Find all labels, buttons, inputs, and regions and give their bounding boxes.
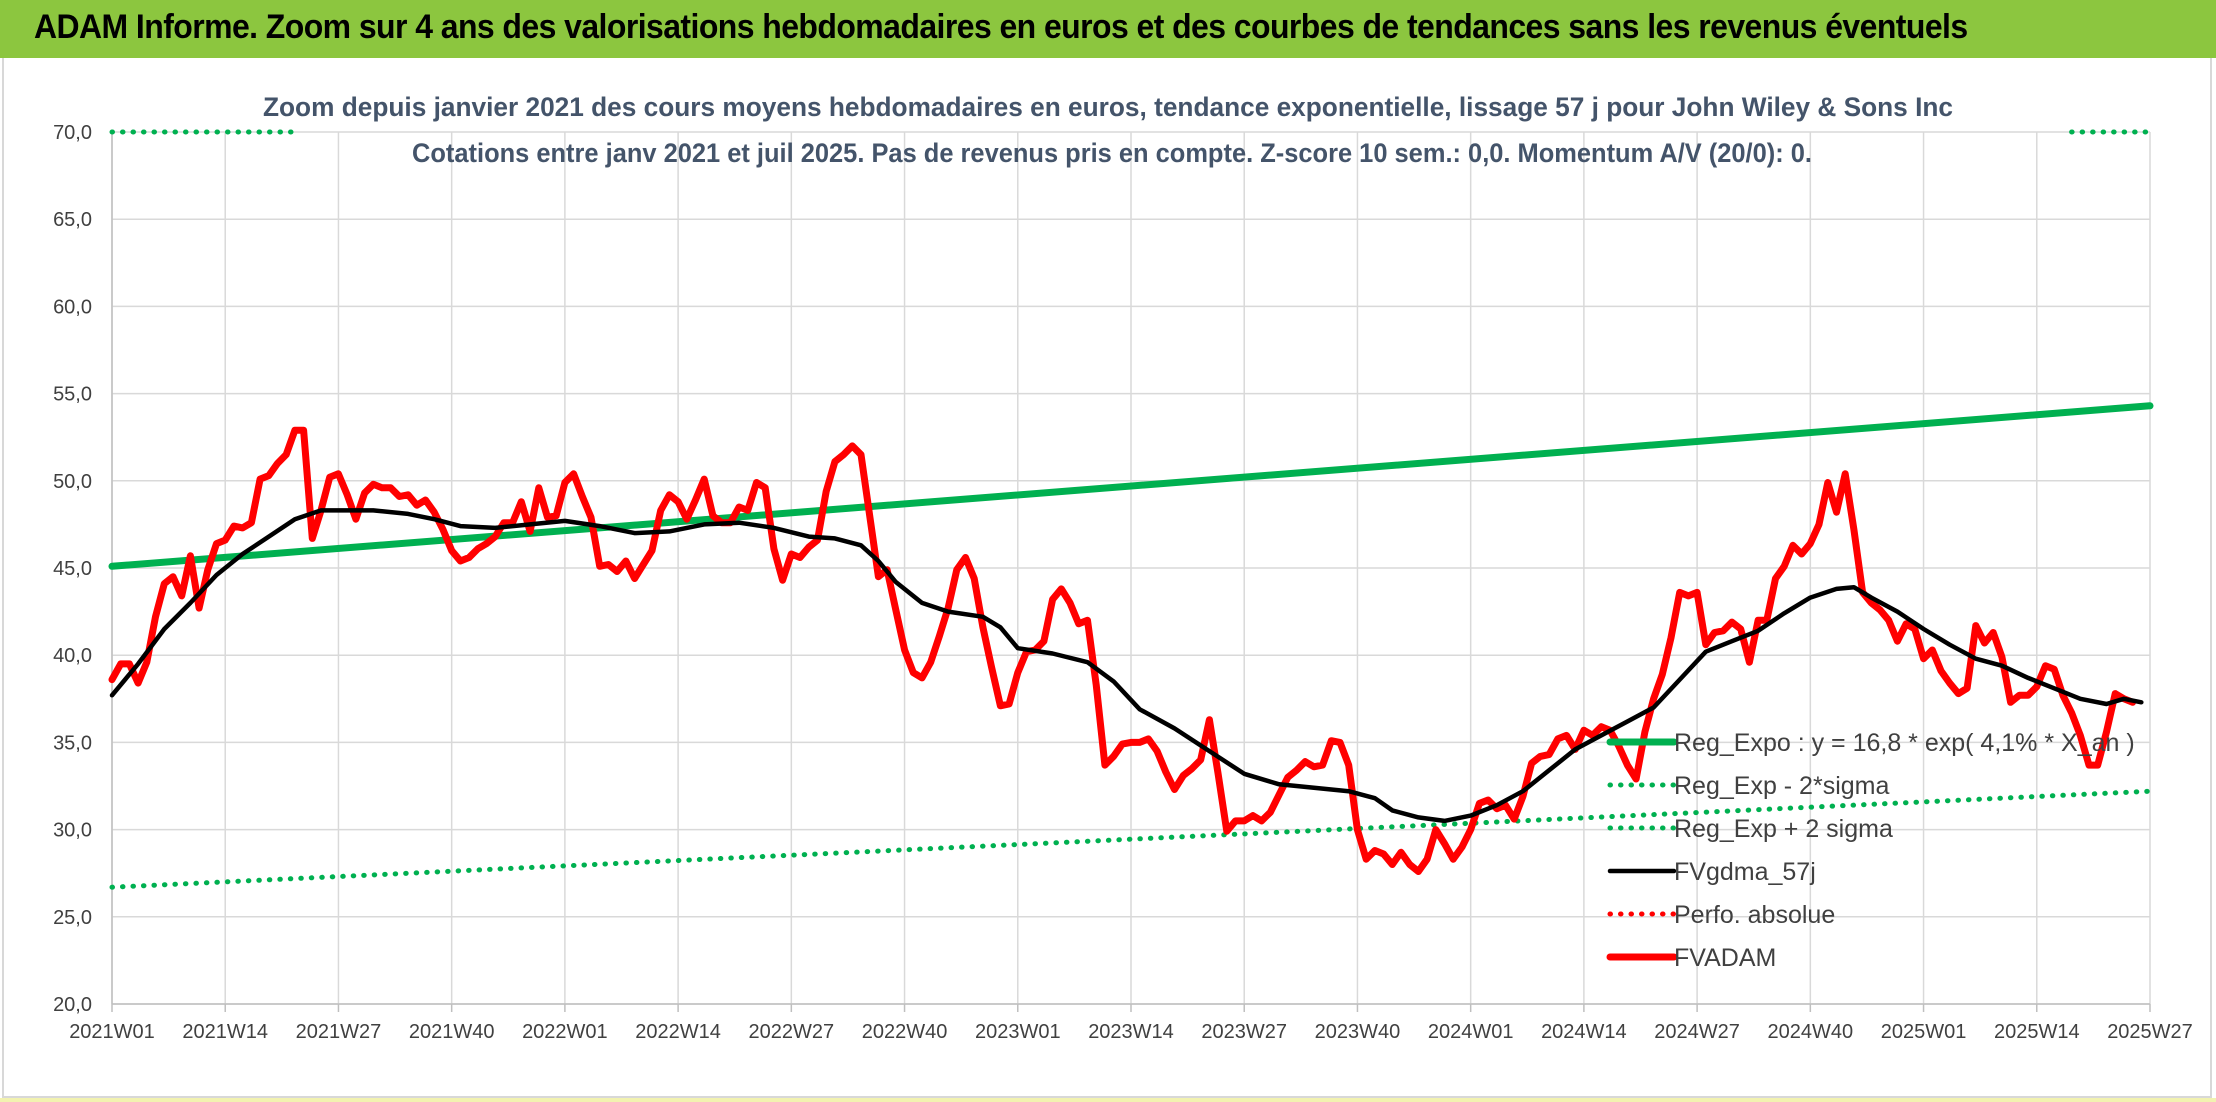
x-tick-label: 2024W14 (1541, 1021, 1627, 1043)
y-tick-label: 65,0 (53, 209, 92, 231)
x-tick-label: 2023W27 (1201, 1021, 1287, 1043)
legend: Reg_Expo : y = 16,8 * exp( 4,1% * X_an )… (1606, 729, 2135, 972)
x-tick-label: 2023W14 (1088, 1021, 1174, 1043)
legend-label: Reg_Expo : y = 16,8 * exp( 4,1% * X_an ) (1674, 729, 2135, 757)
y-tick-label: 40,0 (53, 645, 92, 667)
y-tick-label: 70,0 (53, 122, 92, 144)
chart-title-line-2: Cotations entre janv 2021 et juil 2025. … (412, 138, 1812, 168)
y-tick-label: 60,0 (53, 296, 92, 318)
legend-label: Perfo. absolue (1674, 901, 1835, 929)
y-tick-label: 20,0 (53, 994, 92, 1016)
x-tick-label: 2023W01 (975, 1021, 1061, 1043)
x-tick-label: 2022W40 (862, 1021, 948, 1043)
bottom-strip (0, 1098, 2216, 1102)
y-tick-label: 55,0 (53, 384, 92, 406)
x-tick-label: 2024W27 (1654, 1021, 1740, 1043)
legend-label: Reg_Exp + 2 sigma (1674, 815, 1893, 843)
x-tick-label: 2022W01 (522, 1021, 608, 1043)
grid (111, 131, 2151, 1005)
x-tick-label: 2021W14 (182, 1021, 268, 1043)
title-banner: ADAM Informe. Zoom sur 4 ans des valoris… (0, 0, 2216, 58)
x-tick-label: 2022W27 (749, 1021, 835, 1043)
x-tick-label: 2021W27 (296, 1021, 382, 1043)
series-3 (109, 508, 2144, 824)
series-5 (108, 426, 2137, 875)
banner-title: ADAM Informe. Zoom sur 4 ans des valoris… (34, 8, 1968, 46)
series-line (109, 508, 2144, 824)
series-lines (108, 129, 2154, 890)
series-line (108, 426, 2137, 875)
x-tick-label: 2024W40 (1768, 1021, 1854, 1043)
x-tick-label: 2024W01 (1428, 1021, 1514, 1043)
x-tick-label: 2023W40 (1315, 1021, 1401, 1043)
x-tick-label: 2025W14 (1994, 1021, 2080, 1043)
legend-label: FVADAM (1674, 944, 1776, 972)
axes: 20,0 25,0 30,0 35,0 40,0 45,0 50,0 55,0 60,0 65,0… (53, 122, 2193, 1043)
legend-label: FVgdma_57j (1674, 858, 1816, 886)
y-tick-label: 30,0 (53, 820, 92, 842)
series-line (108, 402, 2154, 570)
x-tick-label: 2022W14 (635, 1021, 721, 1043)
y-tick-label: 45,0 (53, 558, 92, 580)
x-tick-label: 2025W01 (1881, 1021, 1967, 1043)
x-tick-label: 2025W27 (2107, 1021, 2193, 1043)
series-0 (108, 402, 2154, 570)
chart-frame (2, 58, 2212, 1098)
chart-title-line-1: Zoom depuis janvier 2021 des cours moyen… (263, 92, 1953, 122)
x-tick-label: 2021W40 (409, 1021, 495, 1043)
y-tick-label: 35,0 (53, 732, 92, 754)
legend-label: Reg_Exp - 2*sigma (1674, 772, 1889, 800)
series-1 (109, 788, 2153, 890)
series-line (109, 788, 2153, 890)
x-tick-label: 2021W01 (69, 1021, 155, 1043)
y-tick-label: 25,0 (53, 907, 92, 929)
y-tick-label: 50,0 (53, 471, 92, 493)
